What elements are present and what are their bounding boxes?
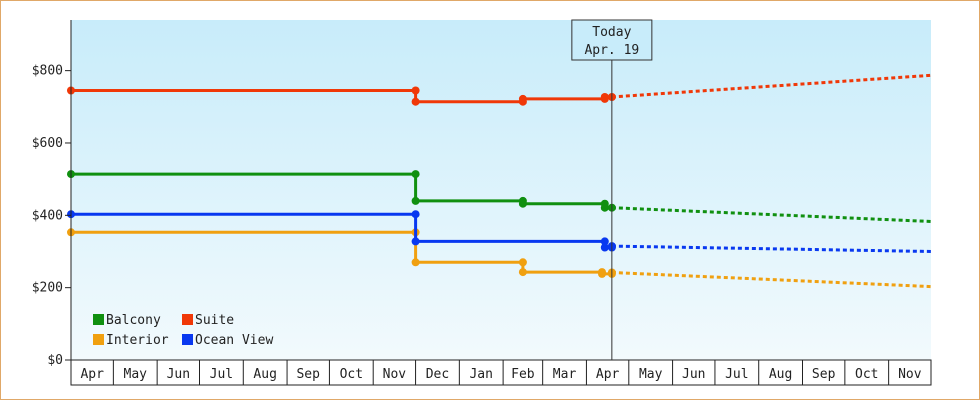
x-tick-label: Sep [812, 367, 836, 382]
legend-swatch-suite [182, 314, 193, 325]
y-tick-label: $0 [47, 353, 63, 368]
legend-swatch-ocean-view [182, 334, 193, 345]
x-tick-label: Aug [769, 367, 792, 382]
data-point-balcony[interactable] [411, 170, 420, 179]
x-tick-label: Apr [80, 367, 104, 382]
data-point-ocean-view[interactable] [600, 243, 609, 252]
x-tick-label: Jul [725, 367, 748, 382]
legend-label-interior: Interior [106, 333, 169, 348]
x-tick-label: Sep [296, 367, 320, 382]
x-tick-label: Apr [596, 367, 620, 382]
plot-area [71, 20, 931, 360]
forecast-line-suite [611, 73, 932, 99]
today-label: Today [592, 25, 631, 40]
today-date: Apr. 19 [584, 43, 639, 58]
x-axis-band [70, 359, 932, 386]
y-tick-label: $600 [32, 136, 63, 151]
data-point-balcony[interactable] [411, 196, 420, 205]
data-point-interior[interactable] [518, 268, 527, 277]
y-tick-label: $400 [32, 208, 63, 223]
forecast-line-interior [611, 271, 932, 289]
x-tick-label: Feb [511, 367, 535, 382]
data-point-interior[interactable] [518, 258, 527, 267]
x-tick-label: Aug [253, 367, 276, 382]
x-tick-label: Jun [682, 367, 705, 382]
data-point-suite[interactable] [518, 94, 527, 103]
legend-label-balcony: Balcony [106, 313, 161, 328]
x-tick-label: Mar [553, 367, 577, 382]
x-tick-label: Jul [210, 367, 233, 382]
data-point-balcony[interactable] [518, 199, 527, 208]
y-tick-label: $800 [32, 64, 63, 79]
data-point-balcony[interactable] [600, 203, 609, 212]
x-tick-label: Dec [426, 367, 449, 382]
data-point-ocean-view[interactable] [411, 237, 420, 246]
legend-swatch-interior [93, 334, 104, 345]
forecast-line-balcony [611, 206, 932, 223]
x-tick-label: Oct [855, 367, 878, 382]
data-point-ocean-view[interactable] [600, 237, 609, 246]
x-tick-label: Nov [898, 367, 922, 382]
y-tick-label: $200 [32, 281, 63, 296]
x-tick-label: May [124, 367, 148, 382]
data-point-suite[interactable] [411, 86, 420, 95]
legend-swatch-balcony [93, 314, 104, 325]
x-tick-label: Jun [167, 367, 190, 382]
x-tick-label: Jan [469, 367, 492, 382]
data-point-suite[interactable] [600, 93, 609, 101]
data-point-interior[interactable] [598, 269, 606, 278]
data-point-interior[interactable] [411, 258, 420, 267]
x-tick-label: May [639, 367, 663, 382]
legend-label-ocean-view: Ocean View [195, 333, 273, 348]
data-point-suite[interactable] [411, 97, 420, 106]
today-box [571, 19, 653, 61]
data-point-ocean-view[interactable] [411, 210, 420, 219]
legend-label-suite: Suite [195, 313, 234, 328]
x-tick-label: Oct [340, 367, 363, 382]
x-tick-label: Nov [383, 367, 407, 382]
